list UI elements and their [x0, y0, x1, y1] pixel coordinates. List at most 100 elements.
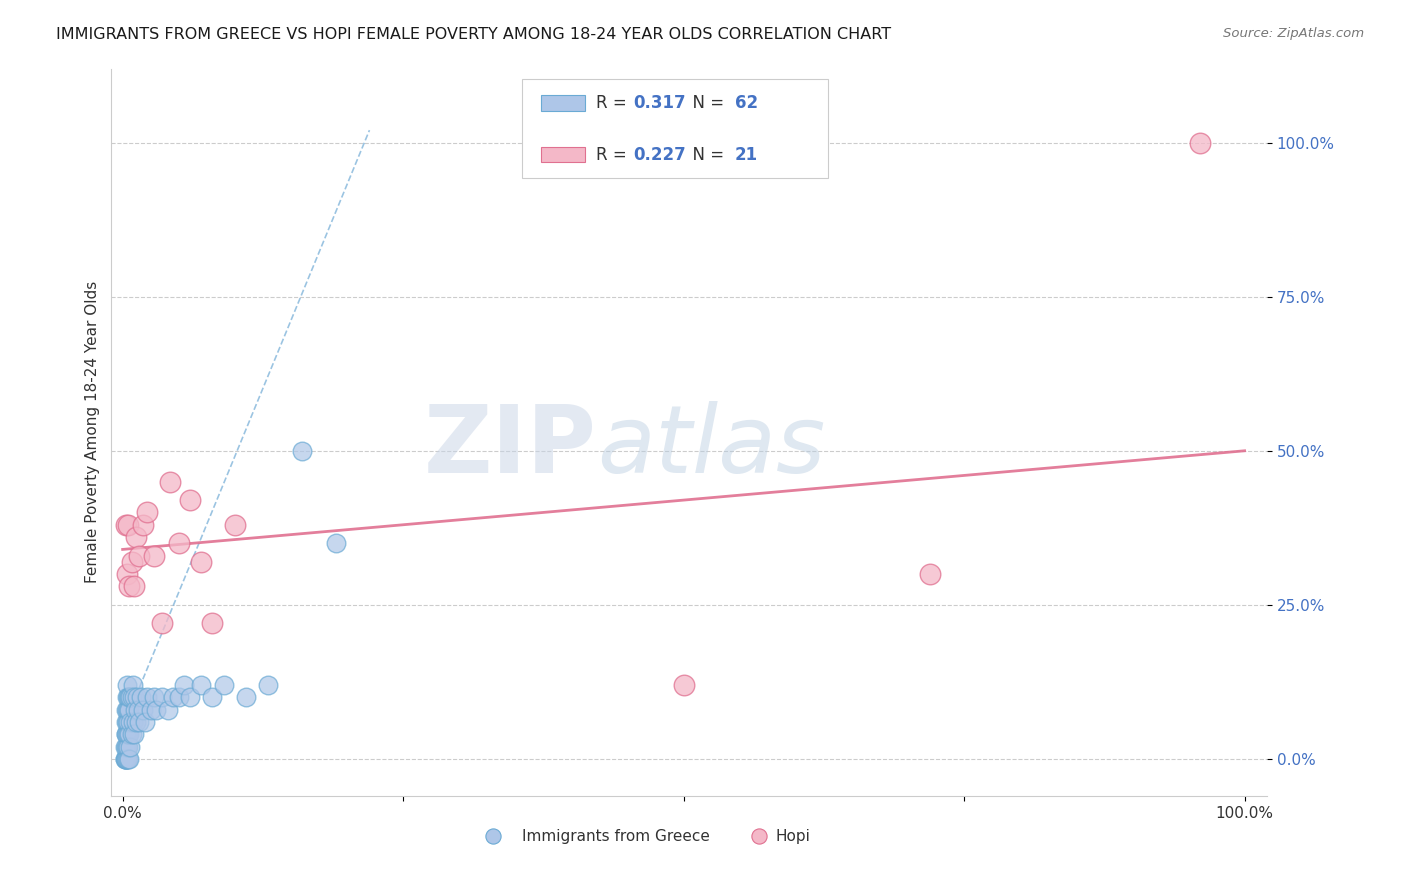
Point [115, 703, 138, 717]
Point [118, 703, 141, 717]
Point [115, 703, 138, 717]
Text: 21: 21 [735, 145, 758, 163]
Text: Immigrants from Greece: Immigrants from Greece [522, 829, 710, 844]
Point [257, 678, 280, 692]
Point [145, 703, 167, 717]
Text: Hopi: Hopi [776, 829, 811, 844]
Point [117, 752, 139, 766]
Point [118, 727, 141, 741]
Point [120, 690, 142, 705]
Point [115, 739, 138, 754]
Point [128, 714, 150, 729]
Point [115, 567, 138, 582]
FancyBboxPatch shape [541, 147, 585, 162]
Text: N =: N = [682, 145, 730, 163]
Point [150, 690, 173, 705]
Point [325, 536, 347, 550]
Point [115, 714, 138, 729]
Point [115, 714, 138, 729]
Point [167, 536, 190, 550]
Point [920, 567, 942, 582]
Point [114, 752, 136, 766]
Point [122, 579, 145, 593]
Point [201, 690, 224, 705]
Point [117, 739, 139, 754]
Point [150, 616, 173, 631]
Point [124, 703, 146, 717]
Point [117, 714, 139, 729]
Text: atlas: atlas [596, 401, 825, 492]
Point [235, 690, 257, 705]
Point [114, 739, 136, 754]
Point [127, 703, 149, 717]
Point [115, 727, 138, 741]
Point [740, 786, 762, 800]
Point [127, 690, 149, 705]
Point [291, 443, 314, 458]
Y-axis label: Female Poverty Among 18-24 Year Olds: Female Poverty Among 18-24 Year Olds [86, 281, 100, 583]
Text: 0.317: 0.317 [633, 94, 686, 112]
Point [121, 678, 143, 692]
Point [201, 616, 224, 631]
Point [115, 739, 138, 754]
Point [114, 752, 136, 766]
Point [179, 690, 201, 705]
Text: ZIP: ZIP [423, 401, 596, 493]
Point [118, 690, 141, 705]
Text: N =: N = [682, 94, 730, 112]
Point [115, 727, 138, 741]
Text: IMMIGRANTS FROM GREECE VS HOPI FEMALE POVERTY AMONG 18-24 YEAR OLDS CORRELATION : IMMIGRANTS FROM GREECE VS HOPI FEMALE PO… [56, 27, 891, 42]
Point [115, 752, 138, 766]
Point [128, 549, 150, 563]
Point [139, 703, 162, 717]
Point [125, 530, 148, 544]
Point [162, 690, 184, 705]
Point [115, 752, 138, 766]
Point [121, 714, 143, 729]
Point [143, 690, 166, 705]
Point [190, 555, 212, 569]
Point [167, 690, 190, 705]
Point [117, 690, 139, 705]
Text: 62: 62 [735, 94, 758, 112]
Point [115, 678, 138, 692]
Point [117, 727, 139, 741]
Point [173, 678, 195, 692]
Point [159, 475, 181, 489]
FancyBboxPatch shape [522, 79, 828, 178]
Point [122, 690, 145, 705]
Point [212, 678, 235, 692]
Point [1188, 136, 1211, 150]
Point [121, 727, 143, 741]
FancyBboxPatch shape [541, 95, 585, 111]
Point [482, 786, 505, 800]
Point [136, 690, 159, 705]
Point [125, 714, 148, 729]
Point [224, 517, 246, 532]
Point [121, 690, 143, 705]
Point [129, 690, 152, 705]
Point [122, 727, 145, 741]
Point [132, 703, 155, 717]
Point [115, 752, 138, 766]
Point [115, 727, 138, 741]
Point [134, 714, 156, 729]
Point [118, 579, 141, 593]
Point [118, 752, 141, 766]
Point [117, 517, 139, 532]
Point [117, 703, 139, 717]
Point [120, 739, 142, 754]
Point [121, 555, 143, 569]
Text: 0.227: 0.227 [633, 145, 686, 163]
Point [156, 703, 179, 717]
Point [115, 752, 138, 766]
Text: R =: R = [596, 145, 633, 163]
Point [143, 549, 166, 563]
Point [132, 517, 155, 532]
Point [120, 714, 142, 729]
Text: R =: R = [596, 94, 633, 112]
Point [136, 505, 159, 519]
Point [190, 678, 212, 692]
Point [115, 517, 138, 532]
Text: Source: ZipAtlas.com: Source: ZipAtlas.com [1223, 27, 1364, 40]
